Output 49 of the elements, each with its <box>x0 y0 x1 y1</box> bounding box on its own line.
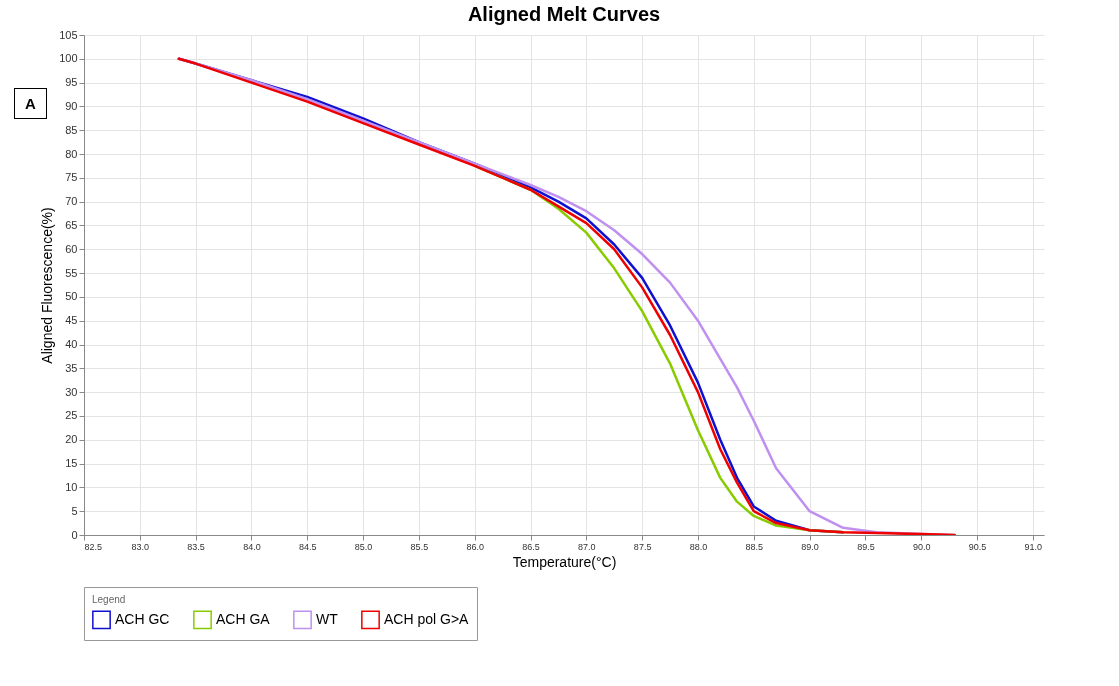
y-tick-label: 0 <box>71 528 78 541</box>
x-tick-label: 83.5 <box>187 541 205 552</box>
y-tick-label: 35 <box>65 361 78 374</box>
y-tick-label: 100 <box>59 52 78 65</box>
y-tick-label: 90 <box>65 99 78 112</box>
x-tick-label: 85.0 <box>354 541 373 552</box>
legend-label: ACH GA <box>216 610 271 627</box>
x-tick-label: 84.5 <box>298 541 317 552</box>
x-tick-label: 89.5 <box>857 541 875 552</box>
x-tick-label: 90.5 <box>968 541 987 552</box>
x-tick-label: 88.5 <box>745 541 764 552</box>
text: A <box>14 88 47 119</box>
legend-title: Legend <box>92 594 126 605</box>
x-tick-label: 87.0 <box>578 541 596 552</box>
x-tick-label: 87.5 <box>633 541 652 552</box>
x-tick-label: 86.5 <box>522 541 540 552</box>
y-tick-label: 80 <box>65 147 78 160</box>
x-tick-label: 88.0 <box>689 541 708 552</box>
y-tick-label: 60 <box>65 242 78 255</box>
legend-label: ACH GC <box>115 610 170 627</box>
y-tick-label: 15 <box>65 457 78 470</box>
y-tick-label: 20 <box>65 433 78 446</box>
y-tick-label: 50 <box>65 290 78 303</box>
y-tick-label: 65 <box>65 218 78 231</box>
x-tick-label: 85.5 <box>410 541 429 552</box>
x-tick-label: 86.0 <box>466 541 484 552</box>
y-tick-label: 70 <box>65 195 78 208</box>
x-tick-label: 89.0 <box>801 541 819 552</box>
x-tick-label: 83.0 <box>131 541 150 552</box>
y-tick-label: 55 <box>65 266 78 279</box>
legend-label: WT <box>316 610 339 627</box>
x-axis-title: Temperature(°C) <box>512 553 617 570</box>
y-tick-label: 25 <box>65 409 78 422</box>
y-tick-label: 40 <box>65 338 78 351</box>
x-tick-label: 82.5 <box>84 541 103 552</box>
y-tick-label: 95 <box>65 76 78 89</box>
x-tick-label: 90.0 <box>912 541 931 552</box>
y-tick-label: 85 <box>65 123 78 136</box>
y-tick-label: 5 <box>71 504 78 517</box>
y-axis-title: Aligned Fluorescence(%) <box>39 207 56 364</box>
chart-title: Aligned Melt Curves <box>467 3 661 25</box>
y-tick-label: 45 <box>65 314 78 327</box>
legend-label: ACH pol G>A <box>384 610 470 627</box>
y-tick-label: 10 <box>65 480 78 493</box>
y-tick-label: 105 <box>59 28 78 41</box>
y-tick-label: 30 <box>65 385 78 398</box>
x-tick-label: 91.0 <box>1024 541 1043 552</box>
x-tick-label: 84.0 <box>243 541 261 552</box>
y-tick-label: 75 <box>65 171 78 184</box>
